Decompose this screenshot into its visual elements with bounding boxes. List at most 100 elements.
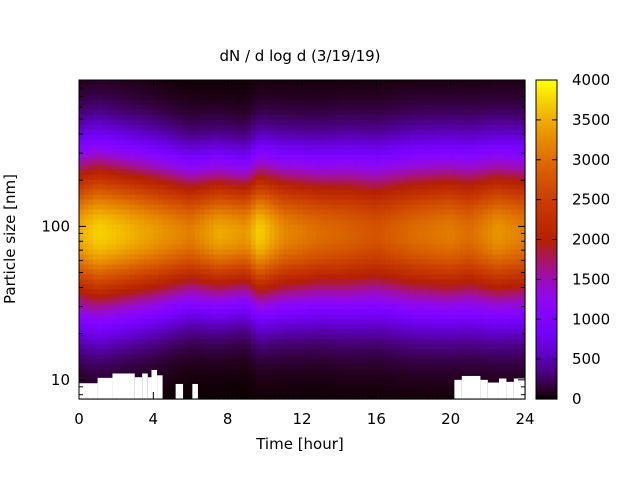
heatmap-cell: [144, 169, 150, 176]
heatmap-cell: [329, 204, 336, 211]
heatmap-cell: [306, 334, 312, 340]
heatmap-cell: [209, 179, 215, 186]
heatmap-cell: [311, 329, 317, 335]
heatmap-cell: [241, 354, 247, 360]
heatmap-cell: [334, 149, 340, 156]
heatmap-cell: [111, 279, 117, 285]
heatmap-cell: [102, 339, 108, 345]
heatmap-cell: [432, 209, 438, 216]
heatmap-cell: [376, 339, 382, 345]
heatmap-cell: [236, 229, 243, 236]
heatmap-cell: [185, 119, 192, 126]
heatmap-cell: [315, 224, 322, 231]
heatmap-cell: [362, 284, 368, 290]
heatmap-cell: [227, 179, 233, 186]
heatmap-cell: [376, 249, 382, 256]
heatmap-cell: [246, 159, 252, 166]
heatmap-cell: [79, 189, 85, 196]
heatmap-cell: [106, 89, 113, 96]
heatmap-cell: [106, 309, 113, 315]
heatmap-cell: [111, 189, 117, 196]
heatmap-cell: [162, 244, 168, 251]
heatmap-cell: [144, 99, 150, 106]
heatmap-cell: [236, 154, 243, 161]
heatmap-cell: [236, 139, 243, 146]
heatmap-cell: [274, 229, 280, 236]
heatmap-cell: [176, 80, 182, 86]
heatmap-cell: [394, 249, 401, 256]
heatmap-cell: [427, 109, 433, 116]
heatmap-cell: [255, 244, 261, 251]
heatmap-cell: [227, 369, 233, 375]
heatmap-cell: [274, 199, 280, 206]
heatmap-cell: [288, 324, 294, 330]
heatmap-cell: [427, 114, 433, 121]
heatmap-cell: [334, 344, 340, 350]
heatmap-cell: [348, 359, 354, 365]
heatmap-cell: [139, 314, 145, 320]
heatmap-cell: [339, 299, 345, 305]
heatmap-cell: [241, 199, 247, 206]
heatmap-cell: [134, 229, 140, 236]
heatmap-cell: [157, 224, 164, 231]
heatmap-cell: [404, 104, 410, 111]
heatmap-cell: [185, 319, 192, 325]
heatmap-cell: [325, 154, 331, 161]
heatmap-cell: [334, 159, 340, 166]
heatmap-cell: [116, 179, 122, 186]
heatmap-cell: [311, 149, 317, 156]
heatmap-cell: [325, 124, 331, 131]
heatmap-cell: [250, 264, 257, 270]
heatmap-cell: [394, 374, 401, 380]
heatmap-cell: [79, 314, 85, 320]
heatmap-cell: [148, 259, 154, 266]
heatmap-cell: [408, 319, 415, 325]
heatmap-cell: [297, 384, 303, 390]
heatmap-cell: [209, 314, 215, 320]
heatmap-cell: [329, 209, 336, 216]
heatmap-cell: [380, 304, 387, 310]
heatmap-cell: [134, 189, 140, 196]
heatmap-cell: [223, 319, 229, 325]
heatmap-cell: [306, 80, 312, 86]
heatmap-cell: [83, 359, 89, 365]
heatmap-cell: [209, 289, 215, 295]
heatmap-cell: [362, 219, 368, 226]
heatmap-cell: [153, 294, 159, 300]
heatmap-cell: [418, 224, 424, 231]
heatmap-cell: [292, 354, 298, 360]
heatmap-cell: [367, 369, 373, 375]
heatmap-cell: [362, 394, 368, 400]
heatmap-cell: [92, 244, 99, 251]
heatmap-cell: [371, 319, 377, 325]
heatmap-cell: [357, 174, 363, 181]
heatmap-cell: [106, 374, 113, 380]
heatmap-cell: [209, 159, 215, 166]
heatmap-cell: [171, 249, 178, 256]
heatmap-cell: [148, 124, 154, 131]
heatmap-cell: [390, 194, 396, 201]
heatmap-cell: [195, 154, 201, 161]
heatmap-cell: [367, 384, 373, 390]
heatmap-cell: [148, 314, 154, 320]
heatmap-cell: [315, 89, 322, 96]
heatmap-cell: [353, 189, 359, 196]
heatmap-cell: [264, 209, 271, 216]
heatmap-cell: [218, 244, 224, 251]
heatmap-cell: [116, 129, 122, 136]
heatmap-cell: [195, 169, 201, 176]
heatmap-cell: [209, 319, 215, 325]
heatmap-cell: [250, 244, 257, 251]
heatmap-cell: [432, 274, 438, 280]
heatmap-cell: [278, 264, 285, 270]
heatmap-cell: [232, 234, 238, 241]
heatmap-cell: [181, 204, 187, 211]
heatmap-cell: [339, 184, 345, 191]
heatmap-cell: [288, 224, 294, 231]
heatmap-cell: [320, 344, 326, 350]
heatmap-cell: [181, 139, 187, 146]
heatmap-cell: [162, 169, 168, 176]
heatmap-cell: [157, 234, 164, 241]
heatmap-cell: [334, 244, 340, 251]
heatmap-cell: [250, 349, 257, 355]
